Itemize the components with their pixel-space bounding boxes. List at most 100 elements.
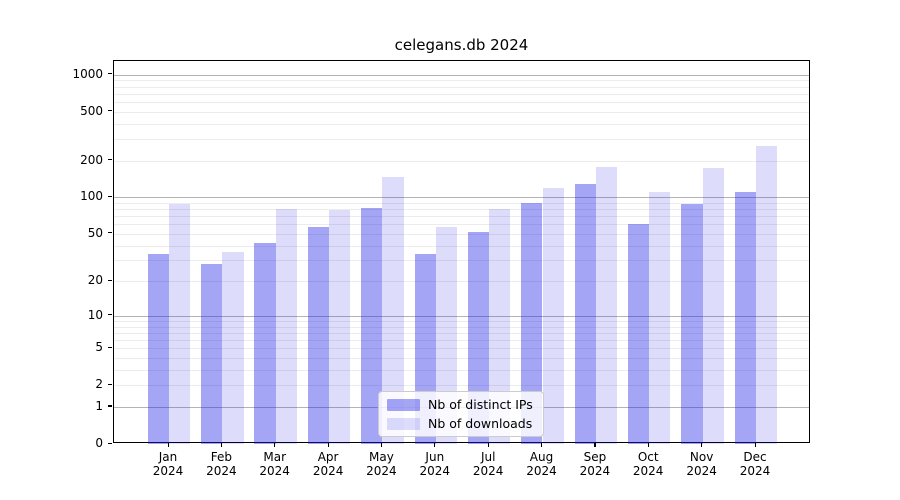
legend: Nb of distinct IPs Nb of downloads — [378, 391, 544, 437]
x-tick-jul — [487, 443, 489, 447]
bar-downloads-jul — [489, 209, 511, 444]
gridline-80 — [114, 209, 809, 211]
gridline-700 — [114, 93, 809, 95]
gridline-9 — [114, 320, 809, 322]
gridline-70 — [114, 216, 809, 218]
bar-downloads-nov — [702, 167, 724, 444]
bar-downloads-jun — [435, 226, 458, 444]
x-tick-mar — [274, 443, 276, 447]
y-tick-label-1000: 1000 — [72, 66, 103, 81]
x-tick-label-nov: Nov 2024 — [686, 450, 717, 478]
y-tick-50 — [108, 232, 112, 234]
gridline-6 — [114, 340, 809, 341]
x-tick-apr — [327, 443, 329, 447]
x-tick-may — [380, 443, 383, 447]
gridline-30 — [114, 260, 809, 262]
y-tick-label-2: 2 — [95, 377, 103, 392]
x-tick-oct — [647, 443, 649, 447]
y-tick-label-0: 0 — [95, 436, 103, 450]
chart-title: celegans.db 2024 — [394, 36, 529, 54]
gridline-50 — [114, 233, 809, 235]
y-tick-1 — [108, 405, 112, 407]
x-tick-label-dec: Dec 2024 — [739, 450, 771, 478]
gridline-600 — [114, 101, 809, 103]
bar-ips-nov — [681, 204, 703, 444]
bar-ips-sep — [574, 184, 596, 444]
bar-ips-aug — [521, 203, 543, 444]
bar-downloads-aug — [542, 187, 564, 444]
x-tick-label-mar: Mar 2024 — [259, 450, 290, 478]
x-tick-sep — [594, 443, 596, 447]
x-tick-label-jan: Jan 2024 — [152, 450, 184, 478]
y-tick-10 — [108, 314, 112, 316]
gridline-300 — [114, 138, 809, 140]
y-tick-20 — [108, 279, 112, 281]
y-tick-label-100: 100 — [80, 189, 103, 204]
y-tick-2 — [108, 383, 112, 385]
y-tick-label-200: 200 — [80, 152, 103, 167]
gridline-40 — [114, 245, 809, 247]
x-tick-nov — [701, 443, 703, 447]
y-tick-label-500: 500 — [80, 103, 103, 118]
gridline-8 — [114, 326, 809, 328]
x-tick-label-oct: Oct 2024 — [632, 450, 664, 478]
gridline-900 — [114, 80, 809, 82]
bar-downloads-apr — [329, 210, 351, 444]
gridline-60 — [114, 224, 809, 226]
bar-ips-apr — [307, 226, 330, 444]
bar-ips-jan — [147, 253, 169, 444]
gridline-90 — [114, 202, 809, 204]
gridline-400 — [114, 123, 809, 125]
bar-downloads-oct — [649, 192, 671, 444]
bar-ips-may — [361, 207, 383, 444]
plot-area — [113, 60, 810, 444]
x-tick-jan — [167, 443, 169, 447]
y-tick-label-1: 1 — [95, 398, 103, 413]
gridline-20 — [114, 281, 809, 283]
y-tick-label-5: 5 — [95, 340, 103, 355]
gridline-7 — [114, 332, 809, 334]
x-tick-label-aug: Aug 2024 — [526, 450, 557, 478]
gridline-100 — [114, 197, 809, 199]
bar-downloads-sep — [595, 166, 618, 444]
gridline-800 — [114, 86, 809, 88]
bar-ips-oct — [627, 224, 650, 444]
bar-ips-feb — [201, 264, 223, 444]
x-tick-dec — [754, 443, 756, 447]
x-tick-feb — [220, 443, 223, 447]
x-tick-label-apr: Apr 2024 — [312, 450, 344, 478]
bar-downloads-jan — [169, 204, 191, 444]
bar-ips-mar — [254, 242, 276, 444]
gridline-1000 — [114, 74, 809, 76]
gridline-10 — [114, 315, 809, 317]
bar-ips-dec — [734, 192, 756, 444]
y-tick-100 — [108, 195, 112, 197]
y-tick-label-50: 50 — [87, 225, 103, 240]
gridline-5 — [114, 348, 809, 350]
legend-item-downloads: Nb of downloads — [387, 416, 533, 431]
bar-downloads-may — [382, 176, 404, 444]
x-tick-label-may: May 2024 — [366, 450, 397, 478]
gridline-2 — [114, 385, 809, 387]
bar-ips-jul — [467, 231, 490, 444]
y-tick-label-10: 10 — [87, 307, 103, 322]
legend-swatch-distinct-ips — [387, 398, 420, 411]
legend-label-downloads: Nb of downloads — [428, 416, 533, 431]
legend-label-distinct-ips: Nb of distinct IPs — [428, 397, 533, 412]
bar-downloads-dec — [756, 146, 778, 444]
gridline-200 — [114, 160, 809, 162]
y-tick-500 — [108, 110, 112, 112]
bar-downloads-mar — [275, 209, 297, 444]
y-tick-200 — [108, 159, 112, 161]
x-tick-label-jul: Jul 2024 — [472, 450, 504, 478]
y-tick-label-20: 20 — [87, 273, 103, 288]
x-tick-label-jun: Jun 2024 — [419, 450, 451, 478]
legend-swatch-downloads — [387, 417, 420, 430]
x-tick-label-feb: Feb 2024 — [206, 450, 237, 478]
y-tick-5 — [108, 346, 112, 348]
gridline-500 — [114, 111, 809, 113]
gridline-4 — [114, 358, 809, 359]
y-tick-1000 — [108, 73, 112, 75]
x-tick-aug — [541, 443, 543, 447]
